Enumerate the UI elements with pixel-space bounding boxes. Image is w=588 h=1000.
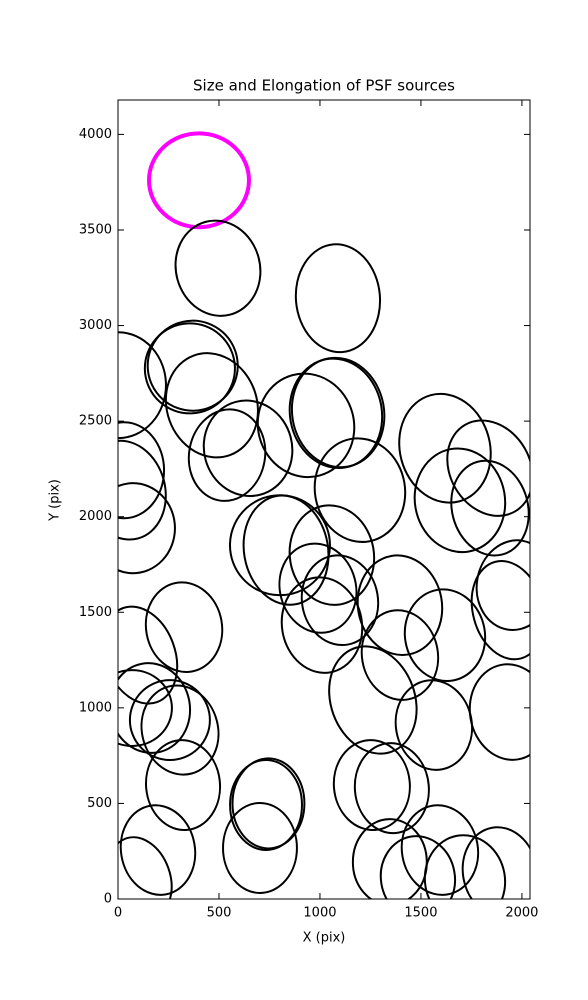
psf-ellipse bbox=[280, 576, 364, 674]
psf-ellipse bbox=[118, 669, 173, 747]
x-tick-label: 2000 bbox=[505, 906, 538, 921]
psf-ellipse bbox=[356, 554, 444, 656]
psf-ellipse bbox=[398, 392, 492, 504]
psf-ellipse bbox=[278, 542, 358, 634]
y-tick-label: 3000 bbox=[79, 318, 112, 333]
x-tick-label: 0 bbox=[114, 906, 122, 921]
psf-ellipse bbox=[202, 399, 294, 497]
x-tick-label: 1000 bbox=[303, 906, 336, 921]
psf-ellipse bbox=[229, 758, 303, 851]
psf-ellipse bbox=[146, 319, 239, 412]
psf-ellipse bbox=[128, 679, 211, 762]
psf-ellipse bbox=[288, 504, 376, 606]
psf-ellipse bbox=[450, 459, 530, 557]
psf-ellipse bbox=[187, 408, 267, 502]
y-tick-label: 1000 bbox=[79, 700, 112, 715]
psf-ellipse bbox=[468, 663, 530, 761]
psf-ellipse bbox=[400, 804, 480, 896]
psf-ellipse bbox=[379, 835, 457, 899]
psf-ellipse bbox=[222, 801, 298, 894]
psf-ellipse bbox=[164, 352, 259, 459]
psf-ellipse bbox=[288, 357, 384, 469]
psf-ellipse bbox=[332, 739, 411, 832]
psf-ellipse bbox=[290, 356, 386, 469]
psf-ellipse bbox=[118, 605, 179, 705]
x-axis-label: X (pix) bbox=[303, 931, 346, 946]
psf-ellipse bbox=[360, 609, 440, 701]
plot-area bbox=[118, 131, 530, 899]
x-tick-label: 1500 bbox=[404, 906, 437, 921]
y-tick-label: 3500 bbox=[79, 222, 112, 237]
psf-ellipse bbox=[147, 131, 251, 230]
psf-ellipse bbox=[144, 581, 224, 674]
y-tick-label: 2000 bbox=[79, 509, 112, 524]
y-tick-label: 1500 bbox=[79, 605, 112, 620]
chart-title: Size and Elongation of PSF sources bbox=[193, 77, 455, 95]
psf-ellipse bbox=[461, 826, 530, 899]
psf-ellipse bbox=[231, 757, 306, 850]
psf-ellipse bbox=[228, 494, 331, 597]
psf-ellipse bbox=[300, 554, 380, 647]
psf-ellipse bbox=[423, 834, 507, 899]
psf-ellipse bbox=[119, 804, 197, 896]
psf-ellipse bbox=[353, 742, 430, 835]
psf-ellipse bbox=[413, 447, 507, 554]
psf-ellipse bbox=[403, 588, 487, 683]
psf-ellipse bbox=[118, 836, 173, 899]
psf-ellipse bbox=[174, 219, 262, 317]
y-tick-label: 0 bbox=[104, 892, 112, 907]
psf-ellipse bbox=[118, 482, 176, 575]
x-tick-label: 500 bbox=[207, 906, 232, 921]
y-tick-label: 2500 bbox=[79, 414, 112, 429]
y-axis-label: Y (pix) bbox=[48, 479, 63, 522]
psf-ellipse bbox=[140, 684, 220, 776]
y-tick-label: 500 bbox=[87, 796, 112, 811]
psf-ellipse bbox=[118, 421, 166, 520]
psf-ellipse bbox=[313, 437, 407, 543]
psf-ellipse bbox=[145, 739, 222, 832]
psf-ellipse bbox=[256, 372, 356, 479]
psf-ellipse bbox=[143, 322, 236, 415]
psf-ellipse bbox=[446, 419, 530, 517]
psf-ellipse bbox=[470, 560, 530, 661]
psf-ellipse bbox=[242, 494, 330, 606]
y-tick-label: 4000 bbox=[79, 127, 112, 142]
psf-ellipse bbox=[294, 243, 382, 354]
plot-frame bbox=[117, 99, 531, 900]
